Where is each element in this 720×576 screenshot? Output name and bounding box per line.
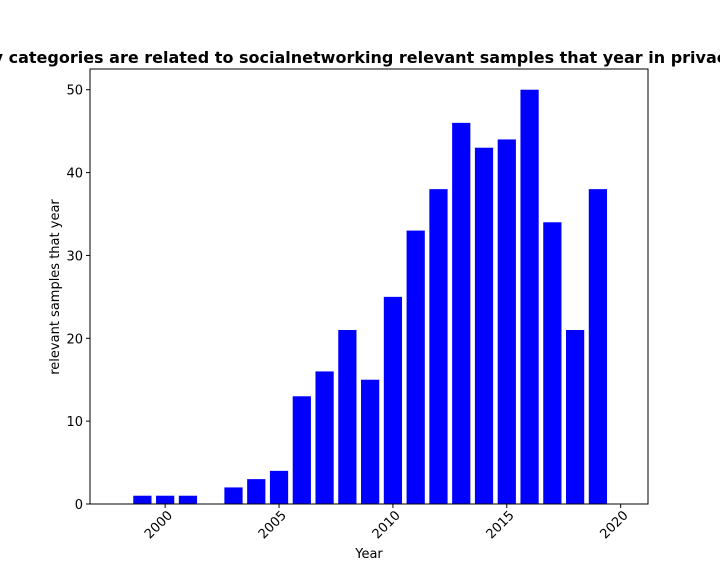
bar-2005 (269, 470, 289, 504)
y-tick-label: 20 (66, 332, 83, 347)
bar-2009 (361, 379, 380, 504)
bar-2014 (474, 147, 494, 504)
x-axis: 2000 2005 2010 2015 2020 (142, 504, 631, 542)
bar-2006 (292, 396, 311, 504)
bar-2001 (178, 495, 198, 504)
bar-2018 (566, 330, 585, 504)
bar-2010 (383, 296, 403, 504)
y-axis-label: relevant samples that year (48, 199, 63, 375)
x-tick-label: 2010 (370, 508, 404, 542)
bar-2004 (247, 479, 266, 504)
y-tick-label: 30 (66, 249, 83, 264)
chart-title: How many categories are related to socia… (0, 48, 720, 67)
y-tick-label: 10 (66, 415, 83, 430)
bar-2003 (224, 487, 243, 504)
x-tick-label: 2005 (256, 508, 290, 542)
bar-2017 (543, 222, 562, 505)
bars-group (133, 89, 608, 505)
bar-2019 (588, 189, 608, 504)
y-tick-label: 0 (75, 498, 83, 513)
bar-2011 (406, 230, 425, 505)
y-tick-label: 50 (66, 84, 83, 99)
plot-area-frame (89, 68, 649, 505)
x-tick-label: 2015 (484, 508, 518, 542)
bar-2012 (429, 189, 448, 504)
y-axis: 0 10 20 30 40 50 (66, 84, 90, 513)
x-tick-label: 2020 (597, 508, 631, 542)
bar-2016 (520, 89, 539, 504)
x-tick-label: 2000 (142, 508, 176, 542)
bar-2008 (338, 330, 357, 504)
bar-2013 (452, 122, 471, 504)
y-tick-label: 40 (66, 167, 83, 182)
x-axis-label: Year (354, 547, 383, 562)
bar-1999 (133, 495, 152, 504)
bar-2015 (497, 139, 516, 504)
bar-2007 (315, 371, 334, 504)
bar-2000 (156, 495, 175, 504)
